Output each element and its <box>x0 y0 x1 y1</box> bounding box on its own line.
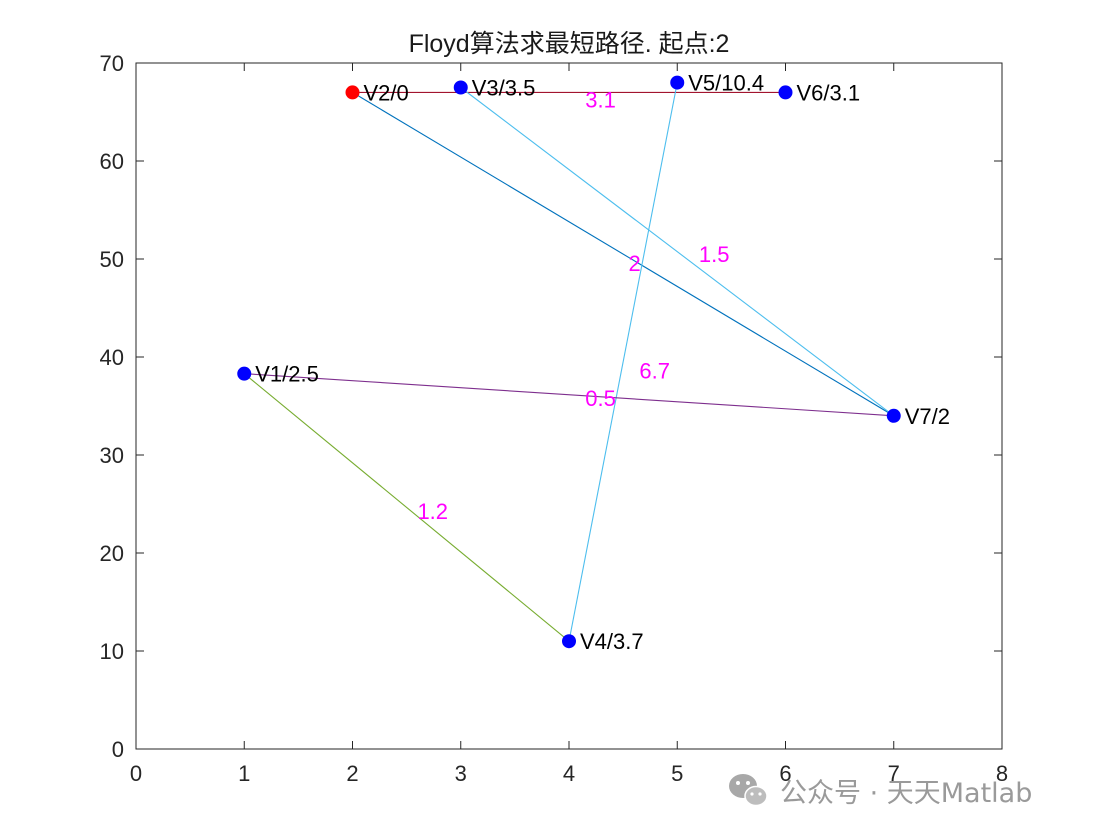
edge-weight-label-3: 1.5 <box>699 242 730 267</box>
node-label-7: V7/2 <box>905 404 950 429</box>
edge-weight-labels: 3.1 2 1.5 6.7 0.5 1.2 <box>417 87 729 524</box>
x-tick-label-8: 8 <box>996 761 1008 786</box>
node-marker-4 <box>562 634 576 649</box>
y-tick-label-0: 0 <box>112 737 124 762</box>
y-tick-label-20: 20 <box>100 541 124 566</box>
edge-line-2 <box>352 91 895 417</box>
node-marker-6 <box>778 85 793 100</box>
node-label-4: V4/3.7 <box>580 629 644 654</box>
node-label-1: V1/2.5 <box>255 362 319 387</box>
y-tick-label-70: 70 <box>100 51 124 76</box>
x-tick-label-1: 1 <box>238 761 250 786</box>
edge-line-4 <box>568 82 678 642</box>
x-tick-label-5: 5 <box>671 761 683 786</box>
edge-line-5 <box>244 373 894 417</box>
x-tick-label-3: 3 <box>455 761 467 786</box>
edges-layer <box>243 82 895 642</box>
node-marker-5 <box>670 75 685 90</box>
node-label-3: V3/3.5 <box>472 76 536 101</box>
y-tick-label-60: 60 <box>100 149 124 174</box>
node-label-5: V5/10.4 <box>688 71 764 96</box>
watermark-text: 公众号 · 天天Matlab <box>780 777 1033 809</box>
x-tick-label-0: 0 <box>130 761 142 786</box>
edge-weight-label-6: 1.2 <box>417 499 448 524</box>
chart-title: Floyd算法求最短路径. 起点:2 <box>409 30 730 58</box>
nodes-layer: V1/2.5 V2/0 V3/3.5 V4/3.7 V5/10.4 V6/3.1 V7/2 <box>237 71 950 654</box>
edge-line-6 <box>243 373 570 642</box>
edge-weight-label-1: 3.1 <box>585 87 616 112</box>
y-tick-label-10: 10 <box>100 639 124 664</box>
y-tick-label-40: 40 <box>100 345 124 370</box>
x-tick-label-6: 6 <box>779 761 791 786</box>
edge-weight-label-2: 2 <box>629 251 641 276</box>
watermark: 公众号 · 天天Matlab <box>726 770 1086 810</box>
edge-line-3 <box>460 87 895 417</box>
x-tick-label-2: 2 <box>346 761 358 786</box>
x-tick-label-7: 7 <box>888 761 900 786</box>
edge-weight-label-4: 6.7 <box>639 359 670 384</box>
y-tick-label-50: 50 <box>100 247 124 272</box>
x-tick-label-4: 4 <box>563 761 575 786</box>
node-marker-3 <box>453 80 468 95</box>
wechat-icon <box>729 774 768 807</box>
node-label-2: V2/0 <box>364 80 409 105</box>
edge-weight-label-5: 0.5 <box>585 386 616 411</box>
node-label-6: V6/3.1 <box>797 80 861 105</box>
y-tick-label-30: 30 <box>100 443 124 468</box>
node-marker-7 <box>886 408 901 423</box>
node-marker-1 <box>237 366 252 381</box>
axis-ticks: 0 1 2 3 4 5 6 7 8 0 10 20 30 40 50 60 70 <box>100 51 1009 786</box>
node-marker-2 <box>345 85 360 100</box>
